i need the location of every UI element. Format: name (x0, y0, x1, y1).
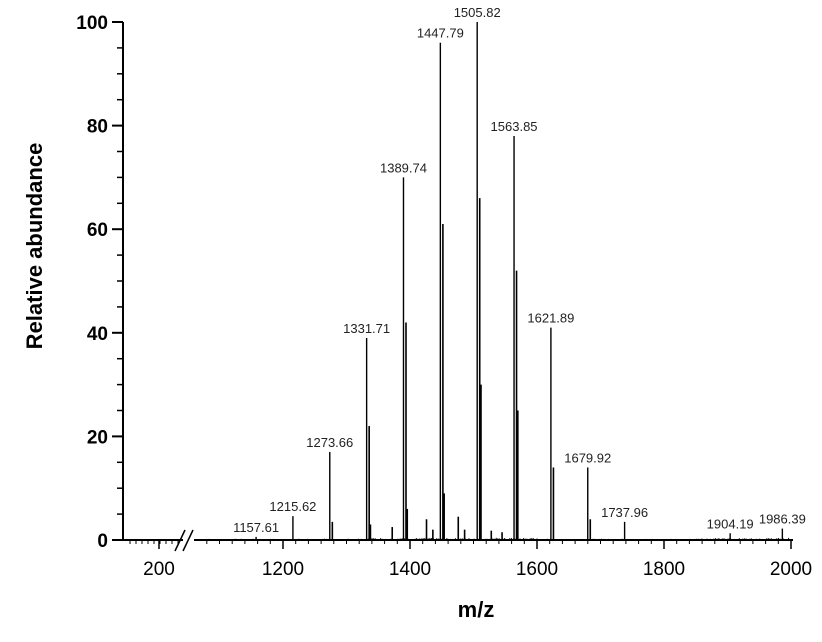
x-tick-label: 1800 (643, 559, 685, 580)
x-axis-title: m/z (458, 597, 495, 622)
x-tick-label: 1200 (262, 559, 304, 580)
peak-label: 1273.66 (306, 435, 353, 450)
peaks (255, 22, 784, 540)
y-tick-label: 100 (76, 13, 108, 34)
peak-labels: 1157.61 1215.62 1273.66 1331.71 1389.74 1447.… (233, 5, 806, 535)
axis-break-mark (174, 529, 186, 552)
y-axis-title: Relative abundance (22, 143, 47, 350)
peak-label: 1737.96 (601, 505, 648, 520)
peak-label: 1621.89 (527, 311, 574, 326)
x-tick-label: 1600 (516, 559, 558, 580)
y-tick-label: 80 (87, 117, 108, 138)
peak-label: 1157.61 (233, 520, 279, 535)
peak-label: 1389.74 (380, 160, 427, 175)
y-tick-label: 60 (87, 220, 108, 241)
peak-label: 1563.85 (491, 119, 538, 134)
peak-label: 1986.39 (759, 512, 806, 527)
peak-label: 1215.62 (269, 499, 316, 514)
y-tick-label: 0 (97, 531, 108, 552)
y-tick-label: 20 (87, 427, 108, 448)
baseline-noise (127, 537, 791, 540)
peak-label: 1904.19 (707, 516, 754, 531)
peak-label: 1447.79 (417, 26, 464, 41)
x-tick-label: 1400 (389, 559, 431, 580)
axis-break-mark (182, 529, 194, 552)
y-tick-label: 40 (87, 324, 108, 345)
x-tick-label: 2000 (770, 559, 812, 580)
x-tick-label: 200 (143, 559, 175, 580)
peak-label: 1331.71 (343, 321, 390, 336)
peak-label: 1679.92 (564, 450, 611, 465)
peak-label: 1505.82 (454, 5, 501, 20)
